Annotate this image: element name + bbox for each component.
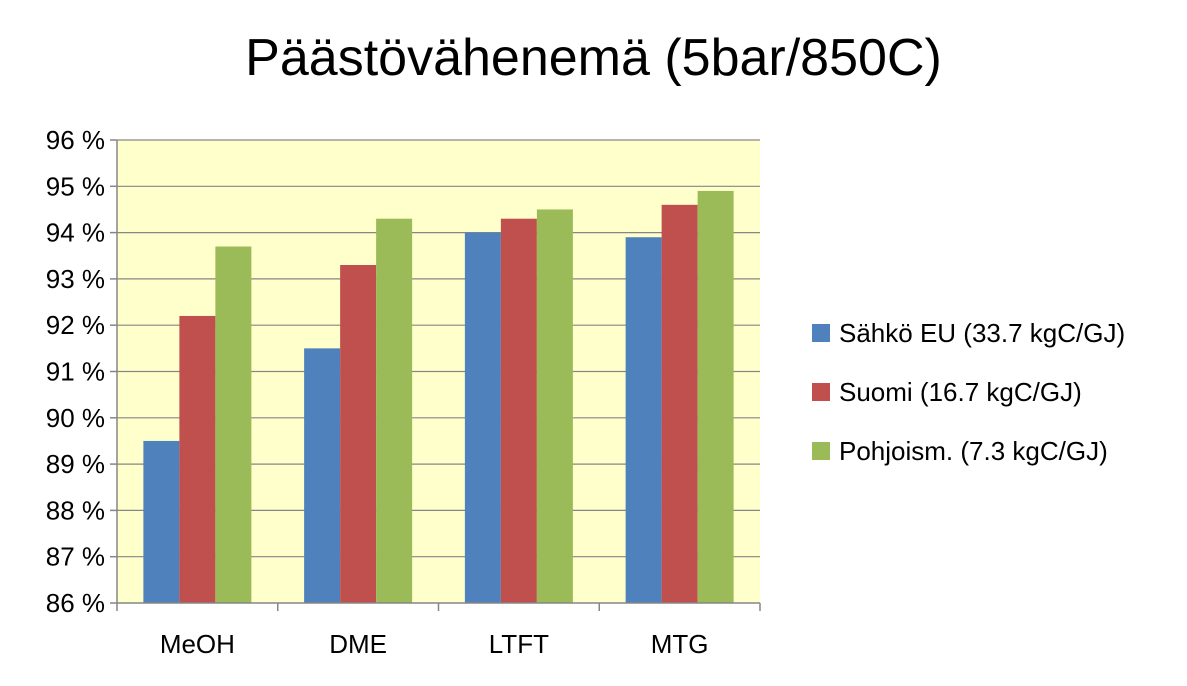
y-tick-label: 91 % [46, 357, 105, 387]
bar [340, 265, 377, 603]
legend-swatch [812, 324, 830, 342]
legend-swatch [812, 442, 830, 460]
legend-label: Sähkö EU (33.7 kgC/GJ) [839, 318, 1125, 348]
plot-area [117, 139, 760, 604]
y-tick-label: 94 % [46, 218, 105, 248]
x-tick-label: MTG [651, 629, 709, 659]
bar [661, 204, 698, 603]
bar [179, 315, 216, 603]
legend-swatch [812, 383, 830, 401]
chart-title: Päästövähenemä (5bar/850C) [245, 29, 942, 87]
x-tick-label: DME [329, 629, 387, 659]
bar [215, 246, 252, 604]
bar [376, 218, 413, 603]
bar [464, 232, 501, 603]
y-tick-label: 86 % [46, 588, 105, 618]
y-tick-label: 89 % [46, 449, 105, 479]
axes: 86 % 87 % 88 % 89 % 90 % 91 % 92 % 93 % 94 % 95 %… [46, 125, 761, 659]
y-tick-label: 93 % [46, 264, 105, 294]
legend: Sähkö EU (33.7 kgC/GJ) Suomi (16.7 kgC/GJ… [812, 318, 1125, 466]
x-tick-label: MeOH [160, 629, 235, 659]
bar [500, 218, 537, 603]
y-tick-label: 90 % [46, 403, 105, 433]
y-tick-label: 96 % [46, 125, 105, 155]
y-tick-label: 92 % [46, 310, 105, 340]
bar [536, 209, 573, 603]
legend-label: Pohjoism. (7.3 kgC/GJ) [839, 436, 1108, 466]
y-tick-label: 95 % [46, 171, 105, 201]
bar [697, 190, 734, 603]
legend-label: Suomi (16.7 kgC/GJ) [839, 377, 1082, 407]
x-tick-label: LTFT [489, 629, 549, 659]
bar [625, 237, 662, 604]
bar [143, 440, 180, 603]
y-tick-label: 87 % [46, 542, 105, 572]
bar [304, 348, 341, 603]
y-tick-label: 88 % [46, 495, 105, 525]
